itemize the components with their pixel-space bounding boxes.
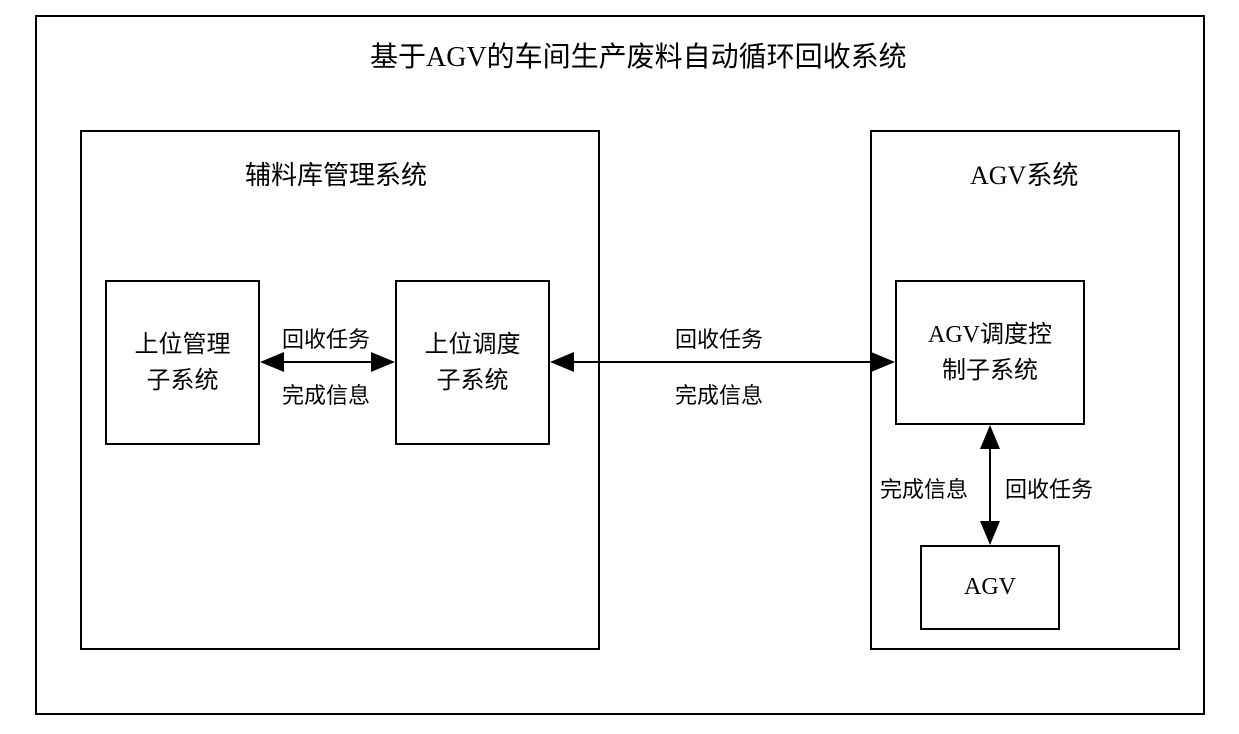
node-upper-mgmt: 上位管理子系统 [105,280,260,445]
node-upper-mgmt-label: 上位管理子系统 [135,327,231,399]
node-agv: AGV [920,545,1060,630]
right-system-label: AGV系统 [970,155,1078,192]
node-agv-ctrl-label: AGV调度控制子系统 [928,317,1052,389]
edge3-label-right: 回收任务 [1005,472,1093,504]
left-system-label: 辅料库管理系统 [245,155,427,192]
edge3-label-left: 完成信息 [880,472,968,504]
node-agv-label: AGV [964,574,1016,601]
edge2-label-bottom: 完成信息 [675,378,763,410]
edge2-label-top: 回收任务 [675,322,763,354]
node-upper-sched-label: 上位调度子系统 [425,327,521,399]
node-upper-sched: 上位调度子系统 [395,280,550,445]
node-agv-ctrl: AGV调度控制子系统 [895,280,1085,425]
edge1-label-top: 回收任务 [282,322,370,354]
edge1-label-bottom: 完成信息 [282,378,370,410]
diagram-title: 基于AGV的车间生产废料自动循环回收系统 [370,35,907,75]
